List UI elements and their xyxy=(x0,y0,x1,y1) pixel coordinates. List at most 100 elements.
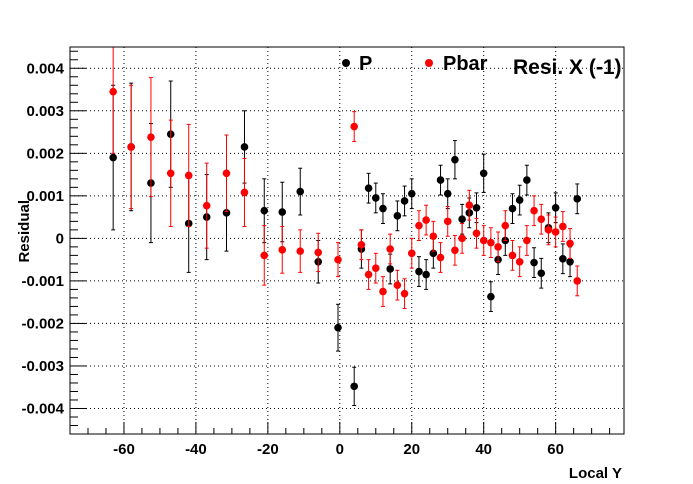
legend-label-p: P xyxy=(359,53,372,75)
data-point-pbar xyxy=(202,201,211,210)
data-point-p xyxy=(393,212,402,220)
data-point-pbar xyxy=(544,226,553,234)
grid xyxy=(70,47,624,434)
data-point-p xyxy=(487,292,495,301)
data-point-pbar xyxy=(166,169,175,178)
data-point-pbar xyxy=(523,236,531,245)
data-point-pbar xyxy=(371,264,380,272)
data-point-p xyxy=(515,196,524,204)
plot-frame xyxy=(69,46,625,435)
data-point-pbar xyxy=(566,239,574,248)
chart-title: Resi. X (-1) xyxy=(513,56,622,79)
data-point-pbar xyxy=(559,222,567,231)
data-point-pbar xyxy=(415,221,423,230)
data-point-p xyxy=(379,204,387,213)
data-point-p xyxy=(479,169,488,178)
data-point-pbar xyxy=(465,201,474,210)
data-point-pbar xyxy=(407,249,416,258)
legend-label-pbar: Pbar xyxy=(443,53,488,75)
data-point-p xyxy=(278,208,287,216)
data-point-pbar xyxy=(436,253,445,262)
data-point-p xyxy=(260,206,269,215)
data-points xyxy=(109,47,582,407)
data-point-pbar xyxy=(515,257,524,266)
data-point-pbar xyxy=(379,287,387,296)
data-point-pbar xyxy=(537,215,546,224)
y-tick-label: -0.004 xyxy=(21,400,64,417)
data-point-pbar xyxy=(364,270,373,279)
data-point-pbar xyxy=(501,221,510,230)
data-point-pbar xyxy=(573,277,582,285)
data-point-pbar xyxy=(260,251,269,260)
data-point-p xyxy=(508,204,517,213)
data-point-pbar xyxy=(422,216,430,224)
y-tick-label: 0.003 xyxy=(26,103,64,120)
legend-marker-p xyxy=(342,59,350,67)
data-point-p xyxy=(551,203,560,212)
data-point-pbar xyxy=(472,229,481,238)
series-p xyxy=(109,80,582,407)
x-axis-title: Local Y xyxy=(569,465,622,482)
data-point-pbar xyxy=(508,251,517,260)
data-point-pbar xyxy=(494,243,502,251)
data-point-p xyxy=(240,143,249,151)
data-point-p xyxy=(334,323,342,332)
x-tick-label: -20 xyxy=(257,441,279,458)
data-point-p xyxy=(407,189,416,198)
data-point-p xyxy=(530,258,538,267)
data-point-pbar xyxy=(296,247,305,255)
data-point-p xyxy=(400,197,409,205)
data-point-pbar xyxy=(350,122,358,131)
y-tick-label: -0.003 xyxy=(21,358,64,375)
data-point-p xyxy=(364,184,373,192)
data-point-pbar xyxy=(147,133,155,141)
data-point-pbar xyxy=(127,143,135,151)
data-point-pbar xyxy=(443,217,452,226)
data-point-p xyxy=(559,254,567,263)
data-point-p xyxy=(436,176,445,184)
data-point-pbar xyxy=(551,228,560,236)
y-tick-label: 0 xyxy=(56,230,64,247)
data-point-pbar xyxy=(479,236,488,245)
data-point-p xyxy=(451,155,459,164)
data-point-pbar xyxy=(400,289,409,298)
x-tick-label: 60 xyxy=(547,441,564,458)
legend-marker-pbar xyxy=(425,59,433,67)
data-point-pbar xyxy=(386,245,394,253)
series-pbar xyxy=(109,47,582,310)
data-point-p xyxy=(386,265,394,273)
data-point-pbar xyxy=(314,248,323,257)
legend: P Pbar xyxy=(342,53,488,75)
data-point-pbar xyxy=(222,169,231,178)
data-point-pbar xyxy=(530,206,538,215)
y-tick-label: 0.002 xyxy=(26,145,64,162)
y-axis-title: Residual xyxy=(16,200,33,263)
data-point-p xyxy=(222,209,231,217)
x-tick-label: -40 xyxy=(185,441,207,458)
data-point-pbar xyxy=(429,232,438,241)
data-point-p xyxy=(296,187,305,196)
data-point-pbar xyxy=(278,246,287,254)
data-point-p xyxy=(371,194,380,202)
data-point-p xyxy=(415,267,423,276)
data-point-pbar xyxy=(184,171,193,180)
x-tick-label: -60 xyxy=(113,441,135,458)
data-point-pbar xyxy=(393,281,402,289)
y-tick-label: 0.001 xyxy=(26,188,64,205)
data-point-p xyxy=(472,203,481,212)
data-point-p xyxy=(109,153,117,162)
data-point-p xyxy=(422,270,430,279)
data-point-p xyxy=(537,269,546,278)
x-tick-label: 40 xyxy=(475,441,492,458)
data-point-pbar xyxy=(109,87,117,96)
axes: -60 -40 -20 0 20 40 60 -0.004 -0.003 -0.002 -0.001… xyxy=(21,50,611,458)
data-point-pbar xyxy=(240,188,249,197)
data-point-pbar xyxy=(357,240,366,249)
data-point-pbar xyxy=(451,246,459,255)
data-point-p xyxy=(458,215,466,224)
x-tick-label: 20 xyxy=(403,441,420,458)
data-point-p xyxy=(573,195,582,203)
y-tick-label: -0.002 xyxy=(21,315,64,332)
